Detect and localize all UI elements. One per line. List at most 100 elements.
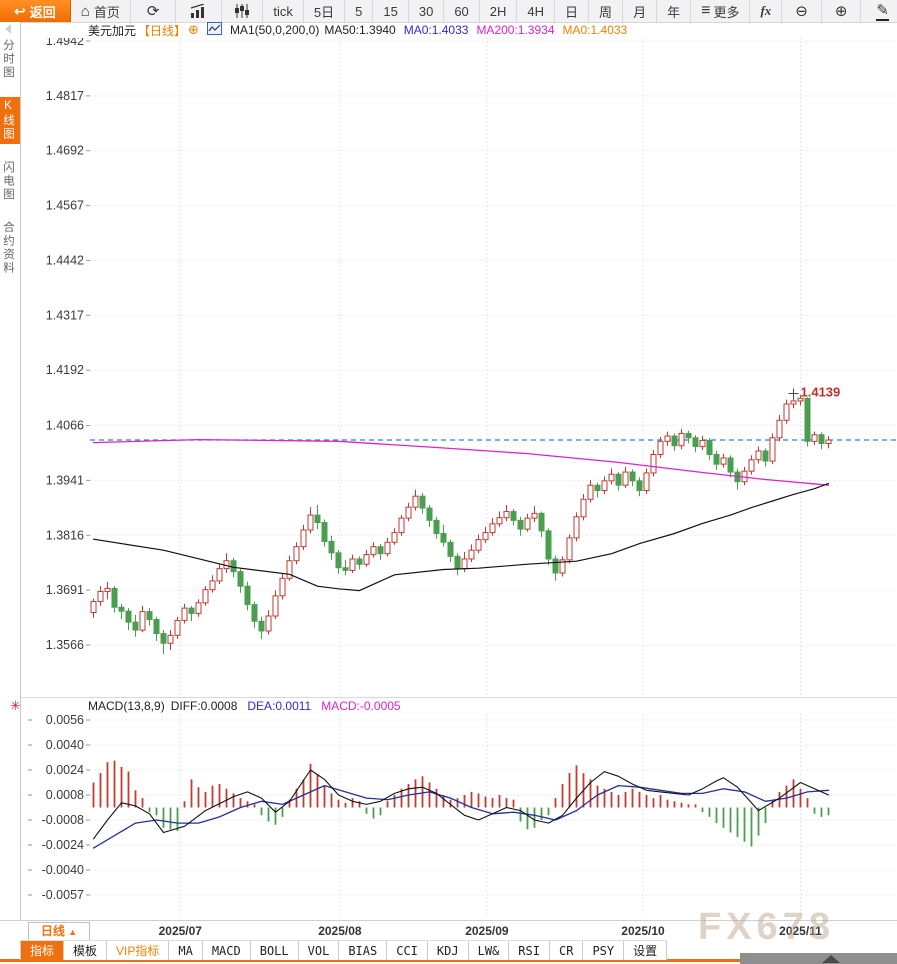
ma200-value: MA200:1.3934 [476,23,555,37]
draw-button[interactable]: ✎ [861,0,897,22]
interval-year[interactable]: 年 [657,0,692,22]
x-axis-row: 日线 ▲ 2025/07 2025/08 2025/09 2025/10 2025/11 [0,920,897,941]
y-axis-label: 1.4066 [46,419,84,433]
interval-2h[interactable]: 2H [480,0,518,22]
x-axis-date-label: 2025/09 [465,924,509,938]
interval-5day[interactable]: 5日 [304,0,346,22]
interval-30[interactable]: 30 [409,0,445,22]
interval-day[interactable]: 日 [555,0,590,22]
interval-month[interactable]: 月 [623,0,658,22]
sidebar-item-time-chart[interactable]: 分时图 [2,39,14,80]
sidebar-item-kline-chart[interactable]: K线图 [0,96,20,144]
period-dropdown-label: 日线 [40,924,65,938]
interval-60[interactable]: 60 [444,0,480,22]
bar-chart-button[interactable] [176,0,223,22]
bottom-panel-handle[interactable] [740,953,897,964]
y-axis-label: 1.3816 [46,528,84,542]
tab-MACD[interactable]: MACD [202,941,251,960]
y-axis-label: 1.4942 [46,38,84,48]
accent-underline [0,959,897,962]
tab-VIP指标[interactable]: VIP指标 [107,941,170,960]
macd-y-axis-label: -0.0008 [42,813,84,827]
toolbar: ↩ 返回 ⌂ 首页 ⟳ tick 5日 5 15 30 60 [0,0,897,23]
macd-header: MACD(13,8,9) DIFF:0.0008 DEA:0.0011 MACD… [88,698,411,714]
macd-y-axis-label: 0.0024 [46,763,84,777]
more-button[interactable]: ≡ 更多 [691,0,751,22]
ma50-value: MA50:1.3940 [324,23,396,37]
tab-VOL[interactable]: VOL [298,941,340,960]
interval-15[interactable]: 15 [373,0,409,22]
x-axis-date-label: 2025/08 [318,924,362,938]
tab-BIAS[interactable]: BIAS [339,941,388,960]
y-axis-label: 1.4567 [46,199,84,213]
macd-params: MACD(13,8,9) [88,699,165,713]
sidebar-item-contract-info[interactable]: 合约资料 [2,221,14,275]
tab-MA[interactable]: MA [169,941,203,960]
macd-hist-value: MACD:-0.0005 [321,699,401,713]
interval-4h[interactable]: 4H [517,0,556,22]
tab-RSI[interactable]: RSI [509,941,550,960]
refresh-button[interactable]: ⟳ [131,0,177,22]
tab-KDJ[interactable]: KDJ [427,941,469,960]
sidebar-item-lightning-chart[interactable]: 闪电图 [2,160,14,202]
pencil-icon: ✎ [876,2,889,21]
tab-CCI[interactable]: CCI [387,941,428,960]
macd-y-axis-label: 0.0008 [46,788,84,802]
collapse-caret-icon[interactable] [5,24,11,34]
zoom-out-button[interactable]: ⊖ [782,0,822,22]
symbol-name: 美元加元 [88,23,137,38]
candlestick-button[interactable] [222,0,264,22]
price-chart-canvas[interactable]: 1.4942 1.4817 1.4692 1.4567 1.4442 1.4317 1.41… [20,38,897,698]
y-axis-label: 1.4192 [46,363,84,377]
add-indicator-icon[interactable]: ⊕ [188,22,199,37]
x-axis-date-label: 2025/11 [779,924,822,938]
zoom-in-button[interactable]: ⊕ [822,0,862,22]
formula-button[interactable]: fx [750,0,783,22]
back-label: 返回 [29,4,56,20]
chart-header: 美元加元 【日线】 ⊕ MA1(50,0,200,0) MA50:1.3940 … [88,22,635,38]
high-price-label: 1.4139 [801,384,841,399]
tab-指标[interactable]: 指标 [20,941,65,960]
macd-dea-value: DEA:0.0011 [247,699,312,713]
y-axis-label: 1.4692 [46,144,84,158]
interval-week[interactable]: 周 [589,0,624,22]
chart-thumbnail-icon[interactable] [206,22,222,38]
macd-y-axis-label: -0.0057 [42,888,84,902]
home-label: 首页 [93,4,120,20]
tab-模板[interactable]: 模板 [64,941,108,960]
tab-CR[interactable]: CR [549,941,584,960]
tab-设置[interactable]: 设置 [624,941,668,960]
x-axis-date-label: 2025/07 [158,924,202,938]
y-axis-label: 1.3691 [46,583,84,597]
macd-y-axis-label: -0.0024 [42,838,84,852]
macd-diff-value: DIFF:0.0008 [170,699,238,713]
macd-y-axis-label: 0.0040 [46,738,84,752]
expand-up-icon [822,955,840,963]
refresh-icon: ⟳ [146,3,160,20]
more-label: 更多 [713,4,740,20]
indicator-settings-icon[interactable]: ✳ [10,698,21,713]
back-button[interactable]: ↩ 返回 [0,0,71,22]
interval-5[interactable]: 5 [345,0,374,22]
tab-LW&[interactable]: LW& [468,941,510,960]
macd-chart-canvas[interactable]: 0.0056 0.0040 0.0024 0.0008 -0.0008 -0.0024 -0… [20,698,897,918]
bar-chart-icon [191,4,205,18]
tab-BOLL[interactable]: BOLL [250,941,299,960]
y-axis-label: 1.3566 [46,638,84,652]
period-dropdown-button[interactable]: 日线 ▲ [28,922,90,941]
tab-PSY[interactable]: PSY [583,941,625,960]
macd-y-axis-label: 0.0056 [46,713,84,727]
ma0-orange-value: MA0:1.4033 [562,23,628,37]
home-icon: ⌂ [80,2,90,20]
interval-tick[interactable]: tick [263,0,304,22]
candlestick-icon [235,4,250,18]
home-button[interactable]: ⌂ 首页 [71,0,131,22]
y-axis-label: 1.4817 [46,89,84,103]
period-tag: 【日线】 [138,23,187,38]
zoom-out-icon: ⊖ [795,3,808,20]
y-axis-label: 1.4442 [46,253,84,267]
ma-group-label: MA1(50,0,200,0) [229,23,320,37]
back-arrow-icon: ↩ [14,2,26,19]
zoom-in-icon: ⊕ [834,3,848,20]
